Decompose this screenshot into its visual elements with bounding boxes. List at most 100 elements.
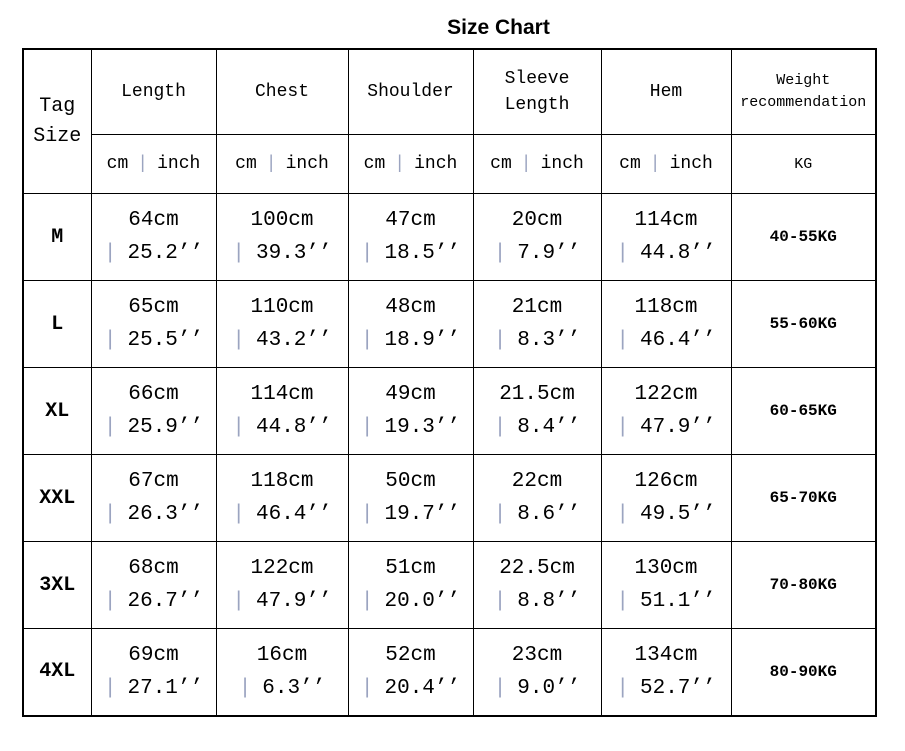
measure-cell: 21cm | 8.3’’ [472,280,602,368]
column-header-shoulder: Shoulder [347,48,474,135]
cm-value: 68cm [128,557,179,580]
cm-value: 16cm [256,643,308,667]
inch-value: | 6.3’’ [238,676,326,700]
column-header-length: Length [90,48,217,135]
inch-value: | 51.1’’ [616,590,716,613]
separator-bar: | [232,242,245,265]
separator-bar: | [360,503,374,526]
inch-value: | 46.4’’ [232,503,332,526]
separator-bar: | [360,329,374,352]
column-header-weight-recommendation: Weight recommendation [730,48,877,135]
measure-cell: 47cm | 18.5’’ [347,193,474,281]
measure-cell: 48cm | 18.9’’ [347,280,474,368]
tag-size-cell: 3XL [22,541,92,629]
measure-cell: 49cm | 19.3’’ [347,367,474,455]
inch-value: | 25.2’’ [103,242,204,265]
inch-value: | 46.4’’ [616,329,716,352]
unit-cell-shoulder: cm | inch [347,134,474,194]
table-row: M 64cm | 25.2’’ 100cm | 39.3’’ 47cm | 18.5’’ 20cm |… [22,193,877,281]
column-header-sleeve-length: Sleeve Length [472,48,602,135]
measure-cell: 22cm | 8.6’’ [472,454,602,542]
unit-cm: cm [619,154,641,174]
separator-bar: | [232,503,245,526]
cm-value: 122cm [634,383,698,406]
measure-cell: 114cm | 44.8’’ [600,193,732,281]
unit-cm: cm [363,154,386,174]
inch-value: | 20.0’’ [360,590,461,613]
separator-bar: | [360,242,374,265]
inch-value: | 26.3’’ [103,503,204,526]
column-header-chest: Chest [215,48,349,135]
page-title: Size Chart [447,16,550,39]
unit-cell-sleeve-length: cm | inch [472,134,602,194]
measure-cell: 114cm | 44.8’’ [215,367,349,455]
inch-value: | 8.8’’ [493,590,581,613]
unit-cm: cm [235,154,257,174]
measure-cell: 16cm | 6.3’’ [215,628,349,716]
size-chart-table: Tag Size Length Chest Shoulder Sleeve Le… [22,48,877,717]
weight-cell: 80-90KG [730,628,877,716]
measure-cell: 20cm | 7.9’’ [472,193,602,281]
measure-cell: 68cm | 26.7’’ [90,541,217,629]
inch-value: | 25.5’’ [103,329,204,352]
measure-cell: 52cm | 20.4’’ [347,628,474,716]
weight-cell: 55-60KG [730,280,877,368]
inch-value: | 18.9’’ [360,329,461,352]
header-row-units: cm | inch cm | inch cm | inch cm | inch cm | inch … [23,134,877,194]
separator-bar: | [616,676,629,700]
cm-value: 51cm [385,557,436,580]
weight-cell: 60-65KG [730,367,877,455]
unit-inch: inch [669,154,713,174]
inch-value: | 8.4’’ [493,416,581,439]
separator-bar: | [493,242,507,265]
separator-bar: | [493,416,507,439]
separator-bar: | [493,503,507,526]
separator-bar: | [360,416,374,439]
inch-value: | 20.4’’ [360,676,461,700]
separator-bar: | [137,154,149,174]
cm-value: 134cm [634,643,698,667]
measure-cell: 69cm | 27.1’’ [90,628,217,716]
inch-value: | 43.2’’ [232,329,332,352]
inch-value: | 39.3’’ [232,242,332,265]
weight-header-line1: Weight [776,72,831,89]
unit-cell-length: cm | inch [90,134,217,194]
header-row-names: Tag Size Length Chest Shoulder Sleeve Le… [22,48,877,194]
measure-cell: 22.5cm | 8.8’’ [472,541,602,629]
measure-cell: 118cm | 46.4’’ [600,280,732,368]
separator-bar: | [493,590,507,613]
column-header-hem: Hem [600,48,732,135]
inch-value: | 49.5’’ [616,503,716,526]
measure-cell: 64cm | 25.2’’ [90,193,217,281]
separator-bar: | [232,329,245,352]
cm-value: 52cm [385,643,436,667]
cm-value: 21.5cm [499,383,575,406]
cm-value: 22.5cm [499,557,575,580]
unit-inch: inch [414,154,458,174]
measure-cell: 65cm | 25.5’’ [90,280,217,368]
separator-bar: | [616,242,629,265]
measure-cell: 110cm | 43.2’’ [215,280,349,368]
cm-value: 20cm [511,209,563,232]
unit-cell-weight-kg: KG [730,134,877,194]
cm-value: 69cm [128,643,179,667]
inch-value: | 8.3’’ [493,329,581,352]
separator-bar: | [103,676,117,700]
cm-value: 118cm [634,296,698,319]
inch-value: | 44.8’’ [616,242,716,265]
separator-bar: | [493,329,507,352]
inch-value: | 9.0’’ [493,676,581,700]
separator-bar: | [103,329,117,352]
cm-value: 122cm [250,557,314,580]
unit-inch: inch [285,154,329,174]
separator-bar: | [649,154,661,174]
weight-cell: 40-55KG [730,193,877,281]
unit-cell-hem: cm | inch [600,134,732,194]
table-row: 3XL 68cm | 26.7’’ 122cm | 47.9’’ 51cm | 20.0’’ 22.… [22,541,877,629]
cm-value: 23cm [511,643,563,667]
cm-value: 114cm [634,209,698,232]
cm-value: 21cm [511,296,563,319]
measure-cell: 66cm | 25.9’’ [90,367,217,455]
inch-value: | 25.9’’ [103,416,204,439]
separator-bar: | [360,676,374,700]
